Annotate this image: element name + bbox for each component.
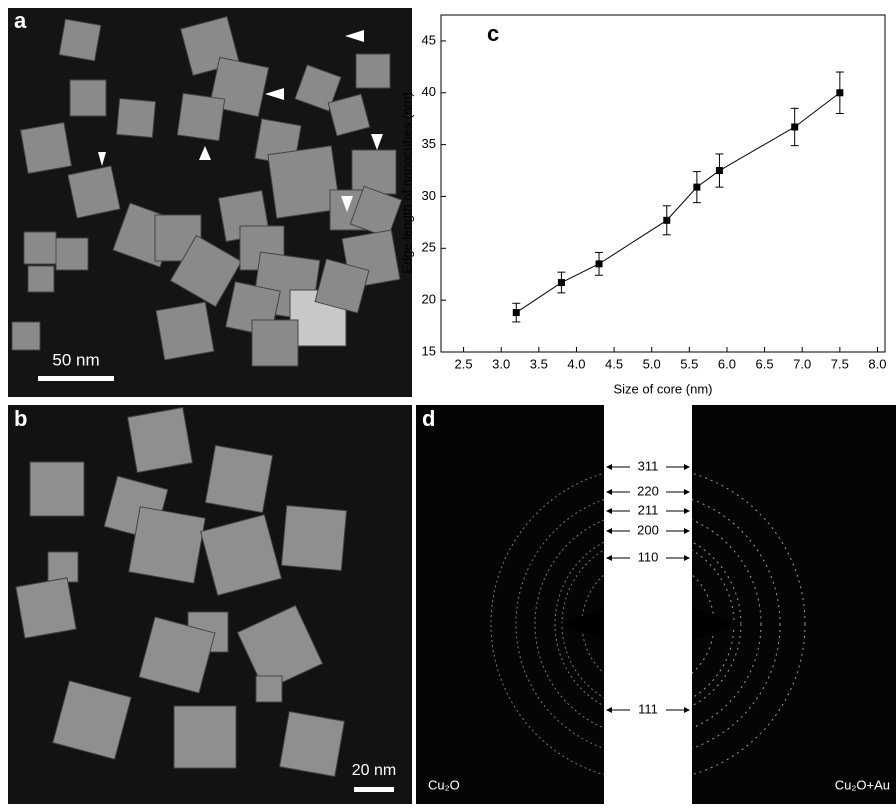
x-tick-label: 3.5 [530, 356, 548, 371]
x-tick-label: 5.0 [643, 356, 661, 371]
marker [663, 217, 670, 224]
page: 50 nm a 20 nm b 311 220 211 200 110 111 d Cu₂… [0, 0, 896, 809]
y-tick-label: 20 [422, 292, 436, 307]
y-tick-label: 25 [422, 240, 436, 255]
marker [836, 89, 843, 96]
ring-label: 111 [638, 701, 658, 716]
x-tick-label: 3.0 [492, 356, 510, 371]
x-tick-label: 8.0 [868, 356, 886, 371]
marker [596, 260, 603, 267]
x-tick-label: 5.5 [680, 356, 698, 371]
panel-label: c [487, 21, 499, 46]
scale-bar-label: 20 nm [352, 762, 396, 779]
ring-label: 110 [638, 549, 659, 564]
ring-label: 220 [637, 483, 659, 498]
panel-label: b [14, 406, 27, 431]
y-tick-label: 40 [422, 84, 436, 99]
marker [693, 184, 700, 191]
x-tick-label: 4.0 [567, 356, 585, 371]
x-tick-label: 7.0 [793, 356, 811, 371]
marker [716, 167, 723, 174]
y-tick-label: 35 [422, 136, 436, 151]
marker [513, 309, 520, 316]
plot-frame [441, 15, 885, 352]
y-tick-label: 45 [422, 32, 436, 47]
scale-bar-label: 50 nm [52, 350, 99, 369]
panel-label: a [14, 8, 27, 33]
figure: 50 nm a 20 nm b 311 220 211 200 110 111 d Cu₂… [0, 0, 896, 804]
y-tick-label: 15 [422, 343, 436, 358]
scale-bar [354, 787, 394, 792]
marker [791, 123, 798, 130]
panel-label: d [422, 406, 435, 431]
x-tick-label: 4.5 [605, 356, 623, 371]
ring-label: 211 [638, 502, 659, 517]
ring-label: 200 [637, 522, 659, 537]
x-tick-label: 6.5 [756, 356, 774, 371]
caption: Cu₂O+Au [835, 777, 890, 792]
ring-label: 311 [638, 458, 659, 473]
chart: c Size of core (nm) Edge length of nanoc… [399, 15, 886, 396]
x-axis-label: Size of core (nm) [614, 381, 713, 396]
x-tick-label: 6.0 [718, 356, 736, 371]
x-tick-label: 7.5 [831, 356, 849, 371]
caption: Cu₂O [428, 777, 460, 792]
y-tick-label: 30 [422, 188, 436, 203]
x-tick-label: 2.5 [455, 356, 473, 371]
y-axis-label: Edge length of nanocubes (nm) [399, 92, 414, 273]
marker [558, 279, 565, 286]
scale-bar [38, 376, 114, 381]
